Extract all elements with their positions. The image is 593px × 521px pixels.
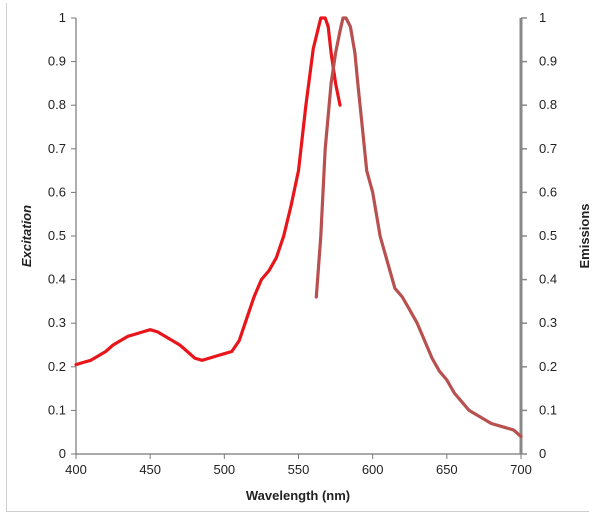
y-left-tick-label: 0.8	[48, 97, 66, 112]
y-right-tick-label: 0.8	[539, 97, 557, 112]
x-tick-label: 450	[139, 462, 161, 477]
y-right-tick-label: 0.4	[539, 272, 557, 287]
x-tick-label: 650	[436, 462, 458, 477]
y-right-tick-label: 0.6	[539, 184, 557, 199]
series-group	[74, 16, 523, 439]
x-tick-label: 400	[65, 462, 87, 477]
x-tick-label: 700	[510, 462, 532, 477]
x-axis-title: Wavelength (nm)	[246, 488, 350, 503]
y-right-tick-label: 0.3	[539, 315, 557, 330]
y-right-tick-label: 0.2	[539, 359, 557, 374]
y-left-tick-label: 0.6	[48, 184, 66, 199]
y-right-tick-label: 0.1	[539, 402, 557, 417]
y-left-tick-label: 0.4	[48, 272, 66, 287]
x-tick-label: 550	[288, 462, 310, 477]
excitation-series-line	[74, 16, 342, 367]
x-tick-label: 500	[213, 462, 235, 477]
y-left-tick-label: 0.7	[48, 141, 66, 156]
y-left-tick-label: 0.1	[48, 402, 66, 417]
y-left-tick-label: 0.5	[48, 228, 66, 243]
chart-frame	[6, 3, 589, 512]
y-left-tick-label: 0.2	[48, 359, 66, 374]
x-tick-label: 600	[362, 462, 384, 477]
y-left-tick-label: 0.3	[48, 315, 66, 330]
y-right-tick-label: 0.9	[539, 54, 557, 69]
y-right-tick-label: 0.7	[539, 141, 557, 156]
y-axis-left-title: Excitation	[19, 205, 34, 267]
y-right-tick-label: 0.5	[539, 228, 557, 243]
ticks-group: 400 450 500 550 600 650 700 0 0.1 0.2 0.3 0.4 0.5 0.6…	[48, 10, 557, 477]
y-right-tick-label: 0	[539, 446, 546, 461]
y-left-tick-label: 0.9	[48, 54, 66, 69]
y-left-tick-label: 0	[59, 446, 66, 461]
emission-series-line	[314, 16, 523, 439]
y-left-tick-label: 1	[59, 10, 66, 25]
y-right-tick-label: 1	[539, 10, 546, 25]
y-axis-right-title: Emissions	[577, 203, 592, 268]
